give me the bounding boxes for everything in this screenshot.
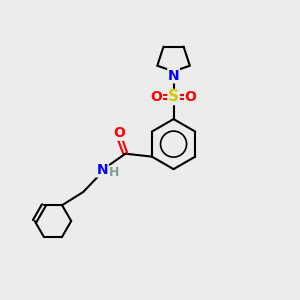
Text: S: S <box>168 89 179 104</box>
Text: O: O <box>185 90 197 104</box>
Text: N: N <box>168 69 179 83</box>
Text: N: N <box>97 163 108 177</box>
Text: O: O <box>113 126 125 140</box>
Text: O: O <box>151 90 162 104</box>
Text: H: H <box>108 166 119 179</box>
